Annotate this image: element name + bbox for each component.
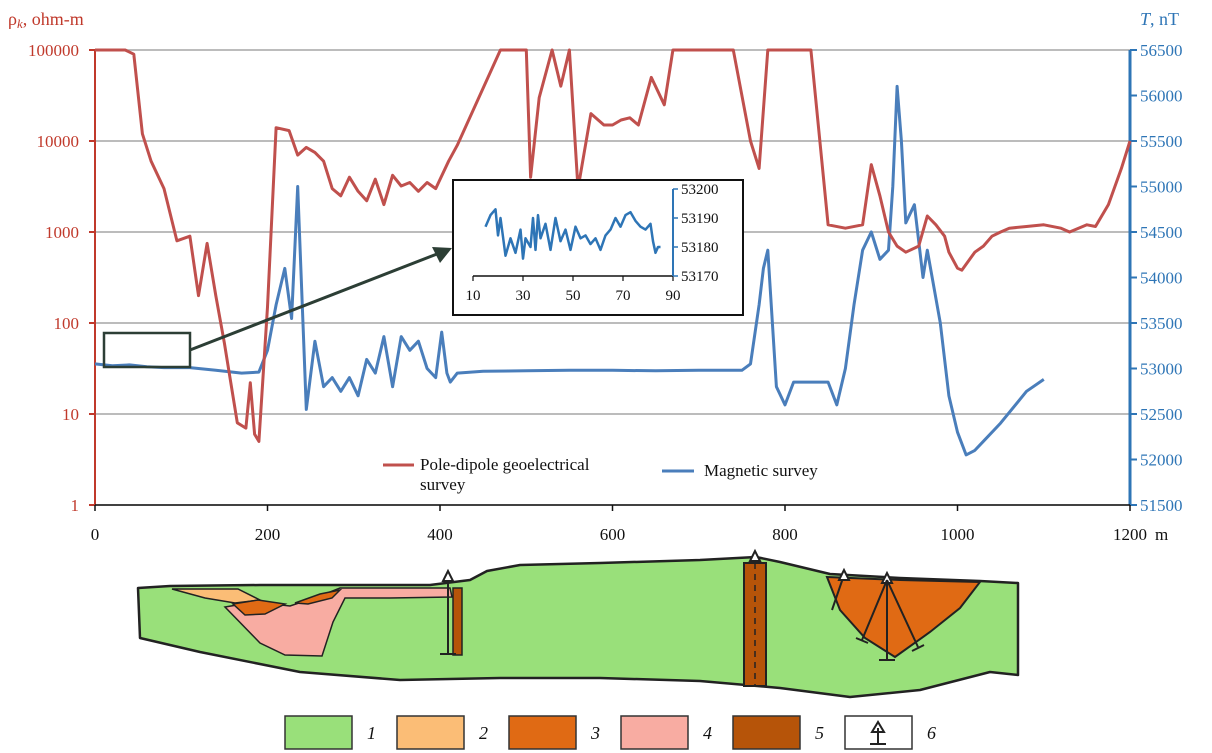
zoom-region-box [102, 331, 192, 369]
cross-section-legend: 1 2 3 4 5 6 [284, 715, 936, 750]
right-axis-title: T, nT [1140, 9, 1179, 29]
right-tick-label: 51500 [1140, 496, 1183, 515]
legend-swatch-label: 3 [590, 723, 600, 743]
legend-label-resistivity-line2: survey [420, 475, 466, 494]
inset-x-tick-label: 50 [566, 288, 581, 304]
legend-label-magnetic: Magnetic survey [704, 461, 818, 480]
inset-y-tick-label: 53180 [681, 240, 719, 256]
cross-section [136, 548, 1020, 699]
right-tick-label: 56000 [1140, 87, 1183, 106]
resistivity-line [95, 48, 1132, 443]
x-tick-label: 800 [772, 525, 798, 544]
right-axis-unit: , nT [1150, 9, 1179, 29]
right-tick-label: 55000 [1140, 178, 1183, 197]
legend-swatch-label: 6 [927, 723, 936, 743]
cross-section-boreholes [440, 548, 925, 661]
left-tick-label: 100 [54, 314, 80, 333]
legend-swatch-label: 2 [479, 723, 488, 743]
right-tick-label: 53000 [1140, 360, 1183, 379]
x-tick-label: 200 [255, 525, 281, 544]
x-tick-label: 600 [600, 525, 626, 544]
inset-y-tick-label: 53170 [681, 269, 719, 285]
x-axis-ticks: 0 200 400 600 800 1000 1200 [91, 505, 1147, 544]
cross-section-dyke-left [452, 587, 463, 656]
legend-swatch-4 [620, 715, 689, 750]
x-tick-label: 400 [427, 525, 453, 544]
legend-swatch-5 [732, 715, 801, 750]
legend-label-resistivity: Pole-dipole geoelectrical [420, 455, 590, 474]
right-tick-label: 52000 [1140, 451, 1183, 470]
right-tick-label: 53500 [1140, 314, 1183, 333]
legend-swatch-1 [284, 715, 353, 750]
inset-y-tick-label: 53200 [681, 182, 719, 198]
left-tick-label: 100000 [28, 41, 79, 60]
legend-swatch-label: 1 [367, 723, 376, 743]
inset-x-tick-label: 90 [666, 288, 681, 304]
legend-swatch-2 [396, 715, 465, 750]
inset-frame [452, 179, 744, 316]
zoom-arrow [189, 252, 438, 352]
left-tick-label: 1 [71, 496, 80, 515]
chart-legend: Pole-dipole geoelectrical survey Magneti… [383, 455, 818, 494]
legend-swatch-label: 5 [815, 723, 824, 743]
inset-magnetic-line [484, 208, 661, 260]
inset-x-tick-label: 70 [616, 288, 631, 304]
left-tick-label: 1000 [45, 223, 79, 242]
x-axis-unit: m [1155, 525, 1168, 544]
x-tick-label: 1000 [941, 525, 975, 544]
zoom-arrow-head [432, 247, 452, 263]
left-axis-title: ρk, ohm-m [8, 9, 84, 31]
right-tick-label: 54500 [1140, 223, 1183, 242]
x-tick-label: 0 [91, 525, 100, 544]
cross-section-layer-3-left [231, 588, 343, 616]
right-tick-label: 55500 [1140, 132, 1183, 151]
inset-x-tick-label: 30 [516, 288, 531, 304]
left-axis-unit: , ohm-m [23, 9, 84, 29]
left-axis-subscript: k [17, 16, 23, 31]
inset-y-tick-label: 53190 [681, 211, 719, 227]
right-axis-symbol: T [1140, 9, 1152, 29]
left-tick-label: 10 [62, 405, 79, 424]
legend-swatch-label: 4 [703, 723, 712, 743]
inset-x-tick-label: 10 [466, 288, 481, 304]
legend-swatch-3 [508, 715, 577, 750]
right-tick-label: 52500 [1140, 405, 1183, 424]
right-tick-label: 56500 [1140, 41, 1183, 60]
left-axis-ticks: 1 10 100 1000 10000 100000 [28, 41, 95, 515]
left-tick-label: 10000 [37, 132, 80, 151]
x-tick-label: 1200 [1113, 525, 1147, 544]
right-tick-label: 54000 [1140, 269, 1183, 288]
left-axis-symbol: ρ [8, 9, 17, 29]
cross-section-layer-4 [223, 587, 453, 657]
right-axis-ticks: 51500 52000 52500 53000 53500 54000 54500 55000… [1130, 41, 1183, 515]
